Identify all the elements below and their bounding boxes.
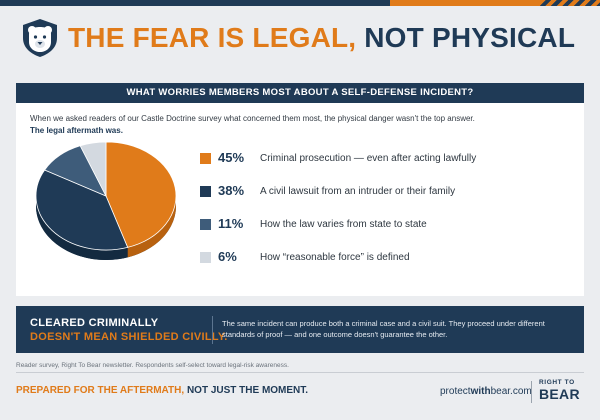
footer-tagline: PREPARED FOR THE AFTERMATH, NOT JUST THE… — [16, 384, 308, 398]
site-suffix: bear.com — [490, 386, 532, 397]
pie-slice-side-2 — [36, 169, 128, 260]
legend-swatch — [200, 219, 211, 230]
brand-logo: RIGHT TO BEAR — [539, 378, 580, 402]
site-bold: with — [470, 386, 491, 397]
top-stripe-navy — [0, 0, 600, 6]
legend-item: 38% A civil lawsuit from an intruder or t… — [200, 183, 580, 199]
top-stripe-hatch — [540, 0, 600, 6]
top-accent-stripe — [0, 0, 600, 6]
legend-percent: 38% — [218, 183, 245, 198]
footer-divider — [16, 372, 584, 373]
footer-brand-divider — [531, 381, 532, 403]
page-header: THE FEAR IS LEGAL, NOT PHYSICAL — [0, 6, 600, 62]
tagline-accent: PREPARED FOR THE AFTERMATH, — [16, 385, 185, 396]
tagline-main: NOT JUST THE MOMENT. — [186, 385, 309, 396]
legend-label: How “reasonable force” is defined — [260, 252, 410, 263]
title-main: NOT PHYSICAL — [364, 22, 576, 53]
legend-swatch — [200, 153, 211, 164]
page-title: THE FEAR IS LEGAL, NOT PHYSICAL — [68, 18, 575, 58]
legend-percent: 6% — [218, 249, 237, 264]
bear-head-shield-icon — [23, 19, 57, 57]
legend-item: 6% How “reasonable force” is defined — [200, 249, 580, 265]
legend-percent: 11% — [218, 216, 244, 231]
legend-swatch — [200, 186, 211, 197]
pie-chart — [35, 141, 177, 260]
banner-heading-white: CLEARED CRIMINALLY — [30, 317, 159, 329]
legend-percent: 45% — [218, 150, 245, 165]
pie-slice-2 — [35, 169, 129, 251]
brand-main-text: BEAR — [539, 386, 580, 402]
site-prefix: protect — [440, 386, 471, 397]
survey-intro-text: When we asked readers of our Castle Doct… — [30, 114, 475, 123]
legend-swatch — [200, 252, 211, 263]
pie-slice-1 — [105, 141, 177, 248]
survey-question-heading: WHAT WORRIES MEMBERS MOST ABOUT A SELF-D… — [16, 83, 584, 103]
legend-label: How the law varies from state to state — [260, 219, 427, 230]
top-stripe-orange — [390, 0, 540, 6]
callout-banner: CLEARED CRIMINALLY DOESN'T MEAN SHIELDED… — [16, 306, 584, 353]
pie-slice-4 — [79, 141, 107, 197]
legend-label: A civil lawsuit from an intruder or thei… — [260, 186, 456, 197]
survey-intro-emphasis: The legal aftermath was. — [30, 126, 123, 135]
legend-item: 11% How the law varies from state to stat… — [200, 216, 580, 232]
legend-item: 45% Criminal prosecution — even after act… — [200, 150, 580, 166]
brand-top-text: RIGHT TO — [539, 379, 575, 386]
website-link[interactable]: protectwithbear.com — [440, 386, 532, 398]
legend-label: Criminal prosecution — even after acting… — [260, 153, 477, 164]
title-accent: THE FEAR IS LEGAL, — [68, 22, 357, 53]
source-footnote: Reader survey, Right To Bear newsletter.… — [16, 362, 289, 369]
banner-divider — [212, 316, 213, 344]
banner-heading-orange: DOESN'T MEAN SHIELDED CIVILLY. — [30, 331, 228, 343]
banner-body-text: The same incident can produce both a cri… — [222, 319, 545, 339]
